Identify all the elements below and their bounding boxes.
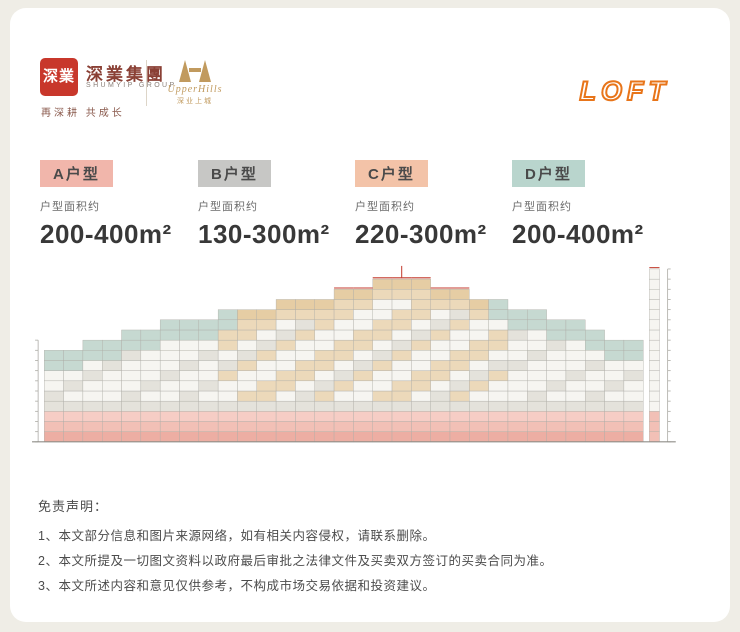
disclaimer-item: 1、本文部分信息和图片来源网络，如有相关内容侵权，请联系删除。 — [38, 529, 436, 543]
unit-card-b: B户型 户型面积约 130-300m² — [198, 160, 350, 250]
unit-card-d: D户型 户型面积约 200-400m² — [512, 160, 664, 250]
unit-area-label: 户型面积约 — [198, 201, 258, 213]
building-section-diagram — [30, 260, 690, 465]
unit-area-value: 200-400m² — [40, 219, 172, 249]
unit-area-value: 220-300m² — [355, 219, 487, 249]
disclaimer-item: 3、本文所述内容和意见仅供参考，不构成市场交易依据和投资建议。 — [38, 579, 436, 593]
disclaimer-item: 2、本文所提及一切图文资料以政府最后审批之法律文件及买卖双方签订的买卖合同为准。 — [38, 554, 553, 568]
unit-area-label: 户型面积约 — [512, 201, 572, 213]
shumyip-tagline: 再深耕 共成长 — [41, 108, 125, 119]
disclaimer: 免责声明： 1、本文部分信息和图片来源网络，如有相关内容侵权，请联系删除。 2、… — [38, 496, 698, 599]
unit-type-label: B户型 — [198, 160, 271, 187]
disclaimer-title: 免责声明： — [38, 499, 109, 514]
shumyip-name: 深業集團 — [86, 65, 166, 84]
unit-area-value: 130-300m² — [198, 219, 330, 249]
unit-area-label: 户型面积约 — [40, 201, 100, 213]
unit-type-label: D户型 — [512, 160, 585, 187]
unit-card-a: A户型 户型面积约 200-400m² — [40, 160, 192, 250]
unit-types-row: A户型 户型面积约 200-400m² B户型 户型面积约 130-300m² … — [10, 160, 730, 260]
upperhills-name-cn: 深业上城 — [177, 98, 213, 105]
unit-type-label: A户型 — [40, 160, 113, 187]
unit-area-label: 户型面积约 — [355, 201, 415, 213]
unit-area-value: 200-400m² — [512, 219, 644, 249]
upperhills-logo: UpperHills 深业上城 — [160, 58, 230, 106]
shumyip-seal-logo: 深業 — [40, 58, 78, 96]
logo-divider — [146, 60, 147, 106]
loft-logo: LOFT — [579, 75, 670, 107]
upperhills-name: UpperHills — [167, 84, 223, 95]
upperhills-crown-icon — [160, 58, 230, 82]
promo-card: 深業 深業集團 SHUMYIP GROUP 再深耕 共成长 UpperHills… — [10, 8, 730, 622]
header-logos: 深業 深業集團 SHUMYIP GROUP 再深耕 共成长 UpperHills… — [10, 8, 730, 138]
unit-type-label: C户型 — [355, 160, 428, 187]
shumyip-name-en: SHUMYIP GROUP — [86, 82, 177, 89]
unit-card-c: C户型 户型面积约 220-300m² — [355, 160, 507, 250]
